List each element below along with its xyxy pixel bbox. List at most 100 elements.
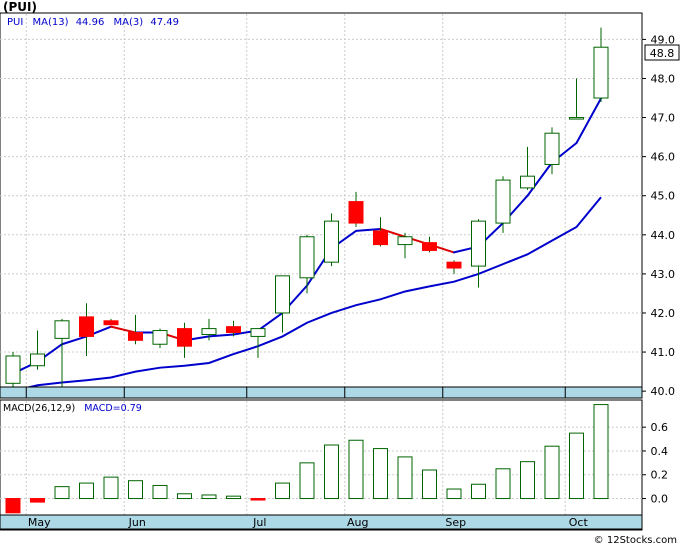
candle-down — [348, 191, 364, 227]
month-label: Oct — [569, 516, 589, 529]
price-tick-label: 48.0 — [651, 72, 676, 85]
candle-body — [373, 230, 388, 246]
ma3-segment — [61, 335, 88, 346]
candles — [5, 27, 609, 397]
price-tick-label: 45.0 — [651, 190, 676, 203]
macd-bar-positive — [275, 482, 290, 500]
macd-value: MACD=0.79 — [84, 403, 142, 414]
candle-body — [569, 117, 584, 120]
macd-bar-positive — [593, 404, 609, 500]
candle-body — [5, 355, 21, 384]
candle-body — [520, 175, 535, 189]
macd-bar-positive — [520, 461, 535, 500]
candle-up — [569, 78, 584, 120]
candle-up — [471, 219, 486, 288]
candle-down — [177, 322, 192, 358]
legend-ma3-value: 47.49 — [150, 17, 179, 28]
macd-tick-label: 0.0 — [651, 493, 669, 506]
candle-body — [103, 320, 119, 326]
macd-bar-positive — [226, 495, 241, 500]
candle-body — [30, 353, 45, 367]
price-tick-label: 40.0 — [651, 385, 676, 398]
macd-bar-positive — [79, 482, 94, 500]
price-legend: PUI MA(13) 44.96 MA(3) 47.49 — [7, 17, 179, 28]
legend-ma13-value: 44.96 — [76, 17, 105, 28]
macd-bar-positive — [569, 432, 584, 500]
candle-body — [226, 326, 241, 334]
month-label: Aug — [347, 516, 368, 529]
candle-down — [103, 318, 119, 326]
macd-bar-positive — [201, 494, 217, 500]
candle-body — [422, 242, 437, 251]
macd-axis: 0.0 0.2 0.4 0.6 — [642, 421, 669, 506]
chart-title: (PUI) — [3, 0, 37, 14]
ma13-line — [12, 196, 602, 393]
candle-body — [446, 261, 462, 269]
legend-ma3-label: MA(3) — [114, 17, 144, 28]
candle-body — [471, 220, 486, 267]
ma3-segment — [355, 227, 382, 232]
candle-body — [152, 330, 168, 345]
ma3-segment — [208, 333, 235, 338]
candle-down — [446, 260, 462, 274]
last-price-tag: 48.8 — [650, 47, 675, 60]
candle-body — [250, 328, 266, 337]
candle-up — [495, 176, 511, 233]
price-tick-label: 42.0 — [651, 307, 676, 320]
macd-bar-positive — [152, 484, 168, 500]
month-labels: May Jun Jul Aug Sep Oct — [28, 516, 589, 529]
candle-down — [422, 236, 437, 253]
candle-up — [250, 328, 266, 358]
candle-up — [201, 318, 217, 341]
ma13-series-line — [12, 196, 602, 393]
candle-up — [152, 328, 168, 349]
macd-label: MACD(26,12,9) — [3, 403, 75, 414]
macd-bar-positive — [544, 445, 560, 500]
macd-bar-positive — [397, 456, 413, 500]
price-tick-label: 46.0 — [651, 151, 676, 164]
ma3-segment — [110, 325, 137, 334]
candle-body — [54, 320, 70, 339]
candle-body — [495, 179, 511, 224]
month-label: Sep — [445, 516, 466, 529]
candle-up — [275, 275, 290, 333]
macd-bar-positive — [54, 486, 70, 500]
candle-down — [373, 217, 388, 247]
candle-down — [128, 314, 143, 345]
price-panel — [0, 12, 643, 399]
macd-bar-positive — [299, 462, 315, 500]
candle-body — [544, 132, 560, 165]
macd-bar-positive — [128, 480, 143, 500]
month-bar-bottom — [0, 514, 643, 530]
last-price-box — [644, 44, 680, 61]
macd-bar-positive — [103, 476, 119, 500]
ma3-segment — [575, 97, 602, 144]
candle-down — [79, 303, 94, 356]
price-tick-label: 43.0 — [651, 268, 676, 281]
candle-body — [128, 332, 143, 341]
candle-down — [226, 320, 241, 337]
candle-body — [593, 46, 609, 99]
macd-bar-negative — [30, 498, 45, 503]
candle-body — [397, 236, 413, 246]
candle-up — [544, 127, 560, 175]
price-tick-label: 49.0 — [651, 33, 676, 46]
price-tick-label: 47.0 — [651, 112, 676, 125]
candle-body — [299, 236, 315, 279]
macd-bar-negative — [250, 498, 266, 501]
macd-tick-label: 0.6 — [651, 421, 669, 434]
macd-bar-positive — [348, 439, 364, 500]
macd-bar-positive — [177, 493, 192, 500]
candle-up — [54, 318, 70, 397]
macd-tick-label: 0.4 — [651, 445, 669, 458]
month-bar-top — [0, 386, 643, 399]
price-tick-label: 41.0 — [651, 346, 676, 359]
candle-body — [79, 316, 94, 337]
price-axis: 40.0 41.0 42.0 43.0 44.0 45.0 46.0 47.0 48.0 49.0 — [642, 33, 675, 398]
price-tick-label: 44.0 — [651, 229, 676, 242]
macd-bar-positive — [373, 448, 388, 500]
candle-up — [299, 234, 315, 294]
legend-ma13-label: MA(13) — [33, 17, 69, 28]
